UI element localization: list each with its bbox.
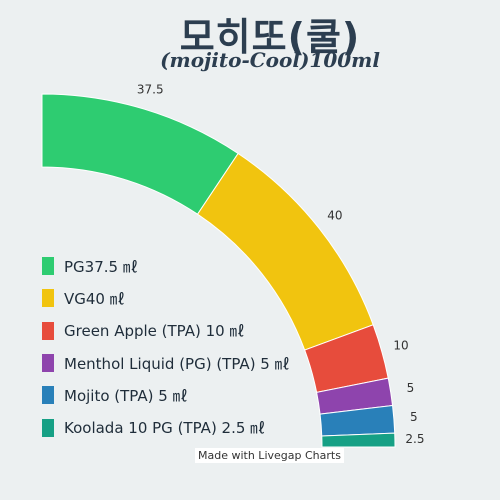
- legend-label: Menthol Liquid (PG) (TPA) 5 ㎖: [64, 354, 290, 373]
- legend-item-6[interactable]: Koolada 10 PG (TPA) 2.5 ㎖: [42, 411, 290, 443]
- chart-title: 모히또(쿨): [179, 15, 361, 59]
- slice-value-label-6: 2.5: [405, 432, 424, 446]
- legend-swatch: [42, 321, 54, 340]
- legend-swatch: [42, 418, 54, 437]
- pie-slice-6[interactable]: [321, 432, 396, 448]
- legend-item-2[interactable]: VG40 ㎖: [42, 282, 290, 314]
- legend-label: VG40 ㎖: [64, 289, 125, 308]
- pie-slice-1[interactable]: [41, 93, 239, 215]
- legend-swatch: [42, 354, 54, 373]
- legend-item-5[interactable]: Mojito (TPA) 5 ㎖: [42, 379, 290, 411]
- legend-label: Mojito (TPA) 5 ㎖: [64, 386, 188, 405]
- legend-swatch: [42, 289, 54, 308]
- slice-value-label-4: 5: [407, 381, 415, 395]
- legend-item-1[interactable]: PG37.5 ㎖: [42, 250, 290, 282]
- slice-value-label-2: 40: [327, 209, 342, 223]
- legend-item-4[interactable]: Menthol Liquid (PG) (TPA) 5 ㎖: [42, 347, 290, 379]
- legend: PG37.5 ㎖ VG40 ㎖ Green Apple (TPA) 10 ㎖ Ment…: [42, 250, 290, 444]
- slice-value-label-3: 10: [393, 338, 408, 352]
- slice-value-label-1: 37.5: [137, 83, 164, 97]
- chart-subtitle: (mojito-Cool)100ml: [160, 48, 380, 72]
- legend-swatch: [42, 386, 54, 405]
- legend-label: Koolada 10 PG (TPA) 2.5 ㎖: [64, 419, 266, 438]
- legend-label: PG37.5 ㎖: [64, 257, 138, 276]
- legend-swatch: [42, 257, 54, 276]
- legend-label: Green Apple (TPA) 10 ㎖: [64, 322, 245, 341]
- legend-item-3[interactable]: Green Apple (TPA) 10 ㎖: [42, 315, 290, 347]
- credit-text: Made with Livegap Charts: [195, 448, 344, 463]
- slice-value-label-5: 5: [410, 410, 418, 424]
